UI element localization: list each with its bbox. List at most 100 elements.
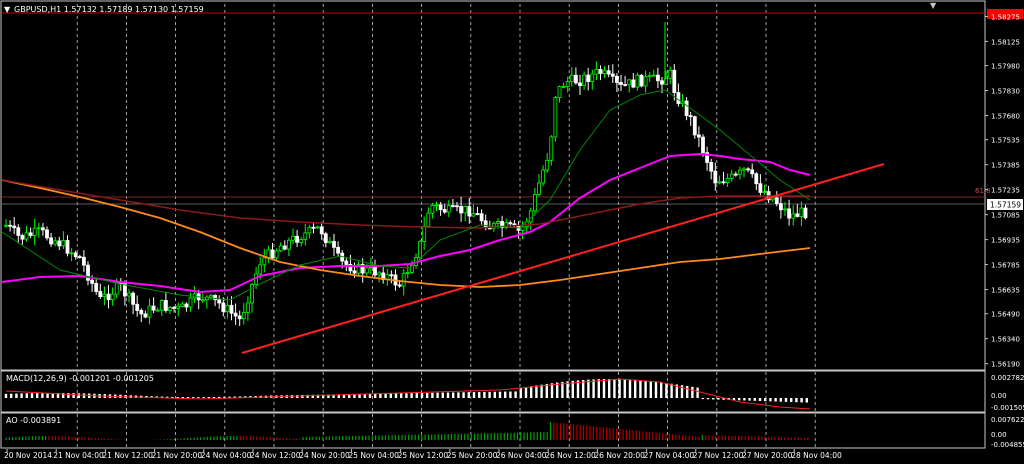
candle-body[interactable]	[615, 75, 619, 83]
chart-menu-icon[interactable]: ▼	[4, 5, 11, 14]
candle-body[interactable]	[180, 303, 185, 307]
candle-body[interactable]	[697, 134, 701, 138]
candle-body[interactable]	[241, 312, 246, 320]
candle-body[interactable]	[684, 100, 689, 117]
candle-body[interactable]	[783, 208, 787, 211]
candle-body[interactable]	[405, 272, 410, 274]
candle-body[interactable]	[701, 136, 705, 154]
candle-body[interactable]	[520, 226, 525, 231]
candle-body[interactable]	[619, 82, 623, 85]
macd-indicator-area[interactable]	[4, 378, 811, 410]
candle-body[interactable]	[623, 84, 627, 86]
candle-body[interactable]	[578, 82, 582, 86]
candle-body[interactable]	[98, 291, 103, 298]
candle-body[interactable]	[28, 232, 33, 236]
candle-body[interactable]	[90, 279, 94, 284]
candle-body[interactable]	[77, 256, 82, 259]
candle-body[interactable]	[553, 97, 558, 138]
candle-body[interactable]	[315, 226, 320, 229]
candle-body[interactable]	[639, 74, 644, 87]
moving-average-magenta[interactable]	[1, 152, 811, 294]
candle-body[interactable]	[274, 250, 279, 259]
candle-body[interactable]	[422, 225, 427, 242]
candle-body[interactable]	[373, 266, 377, 276]
candle-body[interactable]	[672, 69, 677, 93]
candle-body[interactable]	[401, 272, 406, 287]
candle-body[interactable]	[742, 168, 746, 171]
candle-body[interactable]	[303, 232, 308, 240]
candle-body[interactable]	[635, 74, 640, 88]
candle-body[interactable]	[725, 177, 730, 183]
candle-body[interactable]	[500, 221, 505, 229]
candle-body[interactable]	[229, 304, 234, 314]
candle-body[interactable]	[561, 86, 566, 88]
candle-body[interactable]	[738, 169, 742, 175]
candle-body[interactable]	[586, 74, 591, 82]
candle-body[interactable]	[311, 226, 316, 229]
candle-body[interactable]	[455, 205, 459, 208]
candle-body[interactable]	[86, 264, 90, 281]
candle-body[interactable]	[184, 303, 189, 308]
candle-body[interactable]	[364, 267, 369, 274]
candle-body[interactable]	[20, 234, 25, 240]
candle-body[interactable]	[327, 241, 332, 244]
candle-body[interactable]	[348, 264, 353, 272]
candle-body[interactable]	[602, 70, 607, 74]
candle-body[interactable]	[475, 213, 480, 215]
candle-body[interactable]	[200, 299, 205, 302]
candle-body[interactable]	[565, 81, 570, 87]
candle-body[interactable]	[656, 74, 660, 82]
candle-body[interactable]	[610, 73, 615, 77]
candle-body[interactable]	[647, 75, 652, 78]
candle-body[interactable]	[426, 212, 431, 227]
candle-body[interactable]	[360, 264, 365, 274]
candle-body[interactable]	[209, 294, 213, 298]
candle-body[interactable]	[643, 76, 648, 87]
candle-body[interactable]	[770, 197, 775, 201]
candle-body[interactable]	[163, 300, 168, 311]
candle-body[interactable]	[664, 77, 668, 85]
candle-body[interactable]	[471, 213, 476, 217]
candle-body[interactable]	[225, 304, 230, 312]
candle-body[interactable]	[291, 235, 295, 241]
candle-body[interactable]	[434, 204, 439, 207]
trendline[interactable]	[241, 163, 885, 354]
candle-body[interactable]	[438, 204, 443, 210]
candle-body[interactable]	[779, 203, 783, 211]
macd-signal-line[interactable]	[5, 378, 811, 410]
candle-body[interactable]	[4, 224, 8, 227]
candle-body[interactable]	[262, 257, 267, 266]
candle-body[interactable]	[135, 303, 140, 311]
candle-body[interactable]	[332, 241, 336, 248]
candle-body[interactable]	[16, 227, 21, 236]
moving-average-orange[interactable]	[1, 179, 811, 288]
candle-body[interactable]	[250, 284, 254, 304]
candle-body[interactable]	[188, 297, 193, 308]
candle-body[interactable]	[590, 73, 595, 82]
candle-body[interactable]	[774, 197, 779, 204]
candle-body[interactable]	[204, 296, 209, 301]
candle-body[interactable]	[450, 205, 455, 207]
candle-body[interactable]	[795, 213, 800, 217]
candle-body[interactable]	[114, 282, 119, 295]
candle-body[interactable]	[717, 181, 722, 184]
candle-body[interactable]	[282, 245, 287, 250]
candle-body[interactable]	[541, 169, 545, 184]
candle-body[interactable]	[131, 292, 136, 305]
candle-body[interactable]	[606, 70, 611, 75]
candle-body[interactable]	[729, 173, 734, 179]
candle-body[interactable]	[151, 305, 156, 311]
candle-body[interactable]	[594, 69, 599, 75]
candle-body[interactable]	[217, 299, 222, 304]
candle-body[interactable]	[356, 264, 361, 274]
candle-body[interactable]	[504, 222, 509, 229]
candle-body[interactable]	[323, 233, 328, 244]
candle-body[interactable]	[750, 169, 755, 175]
candle-body[interactable]	[94, 282, 99, 292]
candle-body[interactable]	[344, 260, 349, 265]
candle-body[interactable]	[368, 266, 373, 269]
candle-body[interactable]	[709, 162, 714, 172]
candle-body[interactable]	[143, 313, 148, 318]
candle-body[interactable]	[8, 224, 13, 227]
